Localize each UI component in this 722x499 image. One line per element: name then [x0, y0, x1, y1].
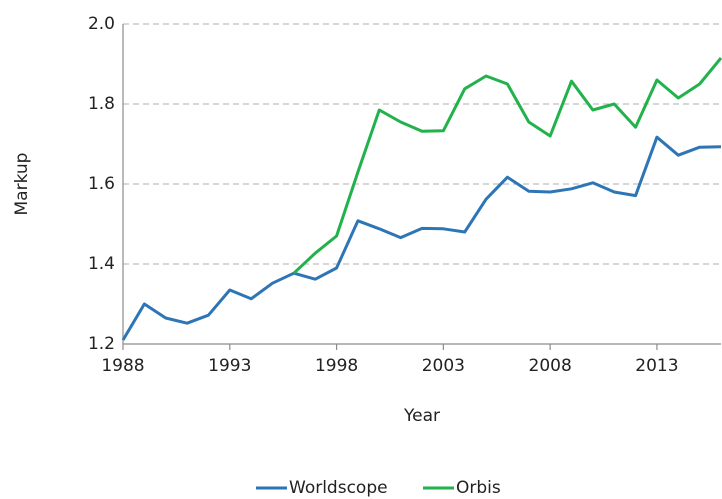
y-tick-label: 1.2 — [88, 334, 115, 354]
y-tick-label: 1.4 — [88, 254, 115, 274]
y-axis-title: Markup — [12, 153, 32, 216]
x-tick-label: 1998 — [315, 356, 358, 376]
y-tick-label: 1.8 — [88, 94, 115, 114]
x-tick-label: 2008 — [529, 356, 572, 376]
y-tick-label: 2.0 — [88, 14, 115, 34]
x-tick-label: 1993 — [208, 356, 251, 376]
x-tick-label: 1988 — [101, 356, 144, 376]
series-line — [292, 57, 722, 275]
x-tick-label: 2013 — [635, 356, 678, 376]
x-axis-title: Year — [403, 406, 440, 426]
legend-label: Orbis — [456, 478, 501, 498]
series-line — [121, 135, 722, 341]
y-tick-label: 1.6 — [88, 174, 115, 194]
x-tick-label: 2003 — [422, 356, 465, 376]
legend-label: Worldscope — [289, 478, 388, 498]
